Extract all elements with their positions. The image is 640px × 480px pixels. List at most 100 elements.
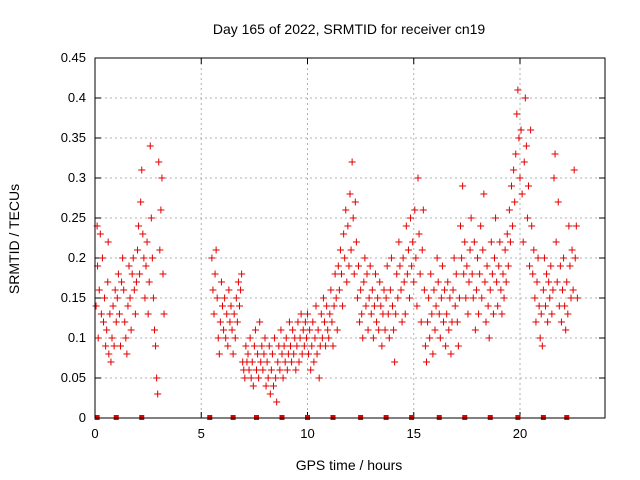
data-point xyxy=(392,310,400,318)
data-point xyxy=(512,150,520,158)
data-point xyxy=(98,254,106,262)
data-point xyxy=(569,286,577,294)
data-point xyxy=(510,166,518,174)
data-point xyxy=(406,294,413,302)
data-point xyxy=(129,254,137,262)
data-point xyxy=(387,254,395,262)
data-point xyxy=(322,342,330,350)
data-point xyxy=(410,278,418,286)
data-point xyxy=(515,134,523,142)
data-point xyxy=(222,334,230,342)
data-point xyxy=(468,270,476,278)
data-point xyxy=(258,342,266,350)
data-point xyxy=(369,334,377,342)
data-point xyxy=(137,198,145,206)
data-point xyxy=(211,270,219,278)
data-point xyxy=(121,318,129,326)
data-point xyxy=(400,278,408,286)
data-point xyxy=(107,358,115,366)
data-point xyxy=(257,358,265,366)
data-point xyxy=(384,310,392,318)
data-point xyxy=(255,374,263,382)
data-point xyxy=(409,238,417,246)
data-point xyxy=(313,350,321,358)
data-point xyxy=(345,262,353,270)
y-tick-label: 0.1 xyxy=(68,330,86,345)
data-point xyxy=(391,358,399,366)
data-point xyxy=(323,302,331,310)
data-point xyxy=(312,302,320,310)
data-point xyxy=(335,286,343,294)
data-point xyxy=(523,214,531,222)
data-point xyxy=(314,326,322,334)
data-point xyxy=(435,310,443,318)
data-point xyxy=(429,350,437,358)
data-point xyxy=(491,254,498,262)
data-point xyxy=(253,366,260,374)
data-point xyxy=(295,358,303,366)
data-point xyxy=(411,206,419,214)
data-point xyxy=(250,342,258,350)
data-point xyxy=(353,294,361,302)
data-points xyxy=(92,86,581,406)
data-point xyxy=(110,342,118,350)
data-point xyxy=(118,278,126,286)
data-point xyxy=(451,302,459,310)
data-point xyxy=(136,270,144,278)
data-point xyxy=(300,342,308,350)
y-axis-label: SRMTID / TECUs xyxy=(6,184,22,294)
data-point xyxy=(463,262,471,270)
data-point xyxy=(397,286,405,294)
data-point xyxy=(438,262,446,270)
data-point xyxy=(560,254,568,262)
data-point xyxy=(372,270,379,278)
data-point xyxy=(390,326,398,334)
data-point xyxy=(141,294,149,302)
data-point xyxy=(554,198,562,206)
data-point xyxy=(460,270,468,278)
data-point xyxy=(514,86,522,94)
data-point xyxy=(557,318,565,326)
data-point xyxy=(501,246,509,254)
data-point xyxy=(104,278,112,286)
data-point xyxy=(556,262,564,270)
data-point xyxy=(339,302,347,310)
data-point xyxy=(516,174,524,182)
data-point xyxy=(424,318,432,326)
data-point xyxy=(504,262,512,270)
data-point xyxy=(266,390,274,398)
y-tick-label: 0 xyxy=(79,410,86,425)
data-point xyxy=(254,350,262,358)
data-point xyxy=(274,358,282,366)
data-point xyxy=(365,294,373,302)
data-point xyxy=(370,302,378,310)
data-point xyxy=(493,278,501,286)
data-point xyxy=(394,294,402,302)
data-point xyxy=(373,318,381,326)
data-point xyxy=(393,270,401,278)
data-point xyxy=(572,222,580,230)
data-point xyxy=(471,326,479,334)
data-point xyxy=(447,350,455,358)
data-point xyxy=(227,302,235,310)
data-point xyxy=(519,238,527,246)
data-point xyxy=(221,294,229,302)
data-point xyxy=(480,190,488,198)
data-point xyxy=(395,238,403,246)
data-point xyxy=(289,326,297,334)
data-point xyxy=(445,326,453,334)
data-point xyxy=(94,334,102,342)
data-point xyxy=(475,310,483,318)
data-point xyxy=(340,230,348,238)
data-point xyxy=(356,318,364,326)
data-point xyxy=(483,262,491,270)
data-point xyxy=(251,326,259,334)
y-tick-label: 0.4 xyxy=(68,90,86,105)
data-point xyxy=(249,382,257,390)
data-point xyxy=(547,262,555,270)
data-point xyxy=(256,318,264,326)
data-point xyxy=(499,270,507,278)
data-point xyxy=(140,254,148,262)
data-point xyxy=(297,310,305,318)
